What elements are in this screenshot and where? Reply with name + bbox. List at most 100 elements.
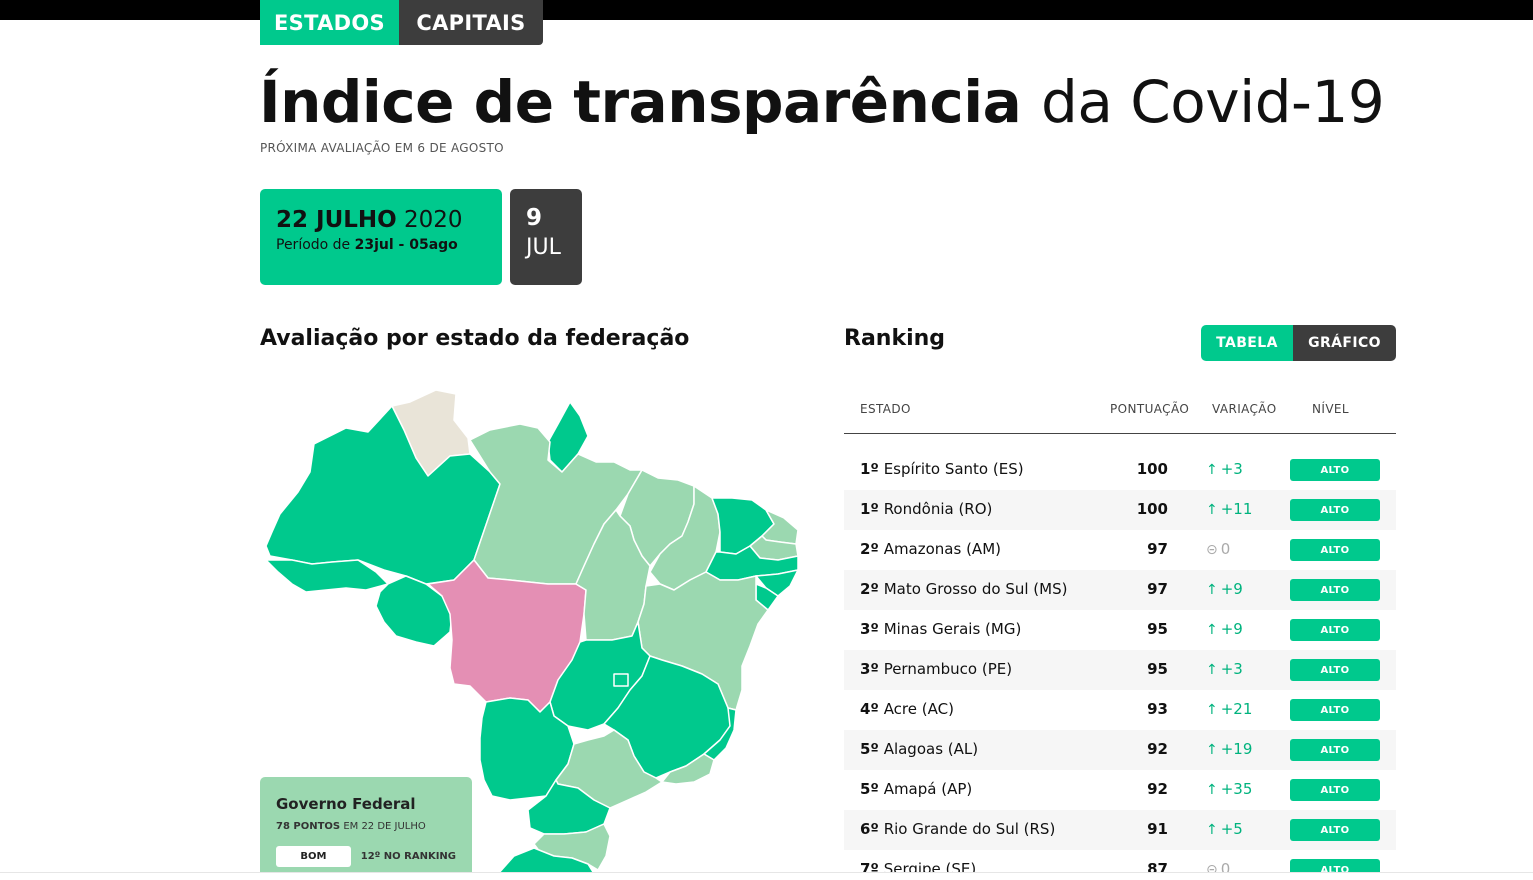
- table-row[interactable]: 4º Acre (AC) 93 ↑ +21 ALTO: [844, 690, 1396, 730]
- row-score: 95: [1147, 620, 1168, 638]
- brazil-states-map: [265, 389, 799, 880]
- row-level-badge: ALTO: [1290, 539, 1380, 561]
- row-rank: 3º: [860, 660, 879, 678]
- arrow-up-icon: ↑: [1206, 662, 1218, 678]
- row-state: 3º Minas Gerais (MG): [860, 620, 1021, 638]
- table-row[interactable]: 6º Rio Grande do Sul (RS) 91 ↑ +5 ALTO: [844, 810, 1396, 850]
- row-level-badge: ALTO: [1290, 499, 1380, 521]
- row-state-name: Amapá (AP): [883, 780, 973, 798]
- row-variation-value: 0: [1220, 540, 1231, 558]
- map-state-ac[interactable]: [265, 559, 389, 593]
- row-rank: 2º: [860, 580, 879, 598]
- column-nivel[interactable]: NÍVEL: [1312, 402, 1349, 416]
- view-toggle: TABELA GRÁFICO: [1201, 325, 1396, 361]
- federal-government-card[interactable]: Governo Federal 78 PONTOS EM 22 DE JULHO…: [260, 777, 472, 880]
- row-variation-value: +9: [1220, 580, 1243, 598]
- row-variation-value: +3: [1220, 460, 1243, 478]
- row-state: 1º Espírito Santo (ES): [860, 460, 1024, 478]
- table-body: 1º Espírito Santo (ES) 100 ↑ +3 ALTO 1º Rond…: [844, 450, 1396, 880]
- row-score: 97: [1147, 540, 1168, 558]
- current-date-year: 2020: [404, 207, 463, 233]
- row-state: 2º Amazonas (AM): [860, 540, 1001, 558]
- previous-date-day: 9: [526, 205, 543, 231]
- row-level-badge: ALTO: [1290, 819, 1380, 841]
- table-row[interactable]: 3º Pernambuco (PE) 95 ↑ +3 ALTO: [844, 650, 1396, 690]
- next-evaluation-note: PRÓXIMA AVALIAÇÃO EM 6 DE AGOSTO: [260, 141, 504, 155]
- previous-date-card[interactable]: 9 JUL: [510, 189, 582, 285]
- row-variation: ↑ +35: [1206, 780, 1252, 798]
- row-score: 92: [1147, 780, 1168, 798]
- column-pontuacao[interactable]: PONTUAÇÃO: [1110, 402, 1190, 416]
- page-title: Índice de transparência da Covid-19: [259, 66, 1385, 138]
- row-state: 5º Amapá (AP): [860, 780, 972, 798]
- row-level-badge: ALTO: [1290, 619, 1380, 641]
- current-date: 22 JULHO 2020: [276, 207, 486, 233]
- row-state-name: Rondônia (RO): [883, 500, 993, 518]
- table-row[interactable]: 1º Espírito Santo (ES) 100 ↑ +3 ALTO: [844, 450, 1396, 490]
- row-state-name: Mato Grosso do Sul (MS): [883, 580, 1068, 598]
- row-state: 1º Rondônia (RO): [860, 500, 992, 518]
- page-title-light: da Covid-19: [1041, 68, 1385, 136]
- row-variation: ↑ +9: [1206, 620, 1243, 638]
- current-date-card[interactable]: 22 JULHO 2020 Período de 23jul - 05ago: [260, 189, 502, 285]
- row-score: 92: [1147, 740, 1168, 758]
- tab-estados[interactable]: ESTADOS: [260, 0, 399, 45]
- minus-circle-icon: ⊝: [1206, 862, 1218, 878]
- table-row[interactable]: 5º Alagoas (AL) 92 ↑ +19 ALTO: [844, 730, 1396, 770]
- row-variation: ↑ +19: [1206, 740, 1252, 758]
- table-row[interactable]: 2º Amazonas (AM) 97 ⊝ 0 ALTO: [844, 530, 1396, 570]
- row-rank: 5º: [860, 780, 879, 798]
- row-variation-value: +21: [1220, 700, 1253, 718]
- row-variation: ⊝ 0: [1206, 540, 1230, 558]
- row-state-name: Amazonas (AM): [883, 540, 1001, 558]
- row-state: 4º Acre (AC): [860, 700, 954, 718]
- row-level-badge: ALTO: [1290, 779, 1380, 801]
- table-row[interactable]: 5º Amapá (AP) 92 ↑ +35 ALTO: [844, 770, 1396, 810]
- toggle-tabela-button[interactable]: TABELA: [1201, 325, 1293, 361]
- row-state-name: Pernambuco (PE): [883, 660, 1013, 678]
- row-state: 2º Mato Grosso do Sul (MS): [860, 580, 1067, 598]
- table-header: ESTADO PONTUAÇÃO VARIAÇÃO NÍVEL: [844, 390, 1396, 434]
- row-score: 100: [1136, 460, 1168, 478]
- row-state-name: Espírito Santo (ES): [883, 460, 1024, 478]
- row-score: 93: [1147, 700, 1168, 718]
- previous-date-month: JUL: [526, 235, 561, 260]
- federal-ranking: 12º NO RANKING: [360, 851, 456, 862]
- current-period: Período de 23jul - 05ago: [276, 237, 486, 253]
- tab-capitais[interactable]: CAPITAIS: [399, 0, 543, 45]
- column-variacao[interactable]: VARIAÇÃO: [1212, 402, 1277, 416]
- arrow-up-icon: ↑: [1206, 822, 1218, 838]
- row-variation: ↑ +11: [1206, 500, 1252, 518]
- row-variation: ↑ +5: [1206, 820, 1243, 838]
- table-row[interactable]: 2º Mato Grosso do Sul (MS) 97 ↑ +9 ALTO: [844, 570, 1396, 610]
- row-score: 97: [1147, 580, 1168, 598]
- row-score: 100: [1136, 500, 1168, 518]
- column-estado[interactable]: ESTADO: [860, 402, 911, 416]
- row-variation: ↑ +3: [1206, 660, 1243, 678]
- ranking-table: ESTADO PONTUAÇÃO VARIAÇÃO NÍVEL 1º Espír…: [844, 390, 1396, 880]
- arrow-up-icon: ↑: [1206, 782, 1218, 798]
- map-section-title: Avaliação por estado da federação: [260, 326, 690, 351]
- table-row[interactable]: 1º Rondônia (RO) 100 ↑ +11 ALTO: [844, 490, 1396, 530]
- row-variation-value: +5: [1220, 820, 1243, 838]
- row-state-name: Rio Grande do Sul (RS): [883, 820, 1056, 838]
- row-level-badge: ALTO: [1290, 699, 1380, 721]
- toggle-grafico-button[interactable]: GRÁFICO: [1293, 325, 1396, 361]
- minus-circle-icon: ⊝: [1206, 542, 1218, 558]
- row-state-name: Alagoas (AL): [883, 740, 979, 758]
- map-state-df[interactable]: [613, 673, 629, 687]
- row-level-badge: ALTO: [1290, 459, 1380, 481]
- row-rank: 6º: [860, 820, 879, 838]
- federal-date: EM 22 DE JULHO: [343, 821, 426, 832]
- row-rank: 3º: [860, 620, 879, 638]
- row-variation-value: +3: [1220, 660, 1243, 678]
- row-score: 95: [1147, 660, 1168, 678]
- row-state: 3º Pernambuco (PE): [860, 660, 1012, 678]
- map-state-am[interactable]: [265, 405, 501, 585]
- row-rank: 1º: [860, 460, 879, 478]
- ranking-section-title: Ranking: [844, 326, 946, 351]
- map-state-rj[interactable]: [661, 753, 715, 785]
- row-score: 91: [1147, 820, 1168, 838]
- map-state-ro[interactable]: [375, 575, 453, 647]
- table-row[interactable]: 3º Minas Gerais (MG) 95 ↑ +9 ALTO: [844, 610, 1396, 650]
